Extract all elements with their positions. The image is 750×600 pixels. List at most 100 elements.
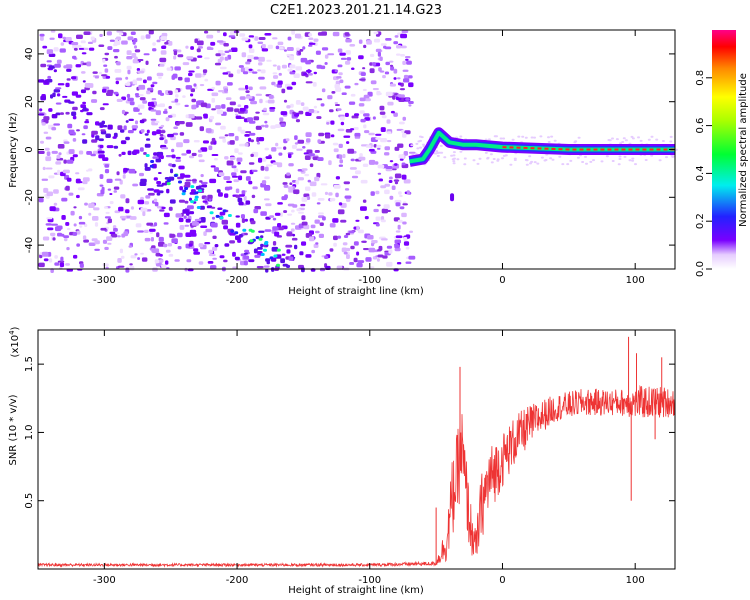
spectrogram-cell: [316, 98, 323, 101]
spectrogram-cell: [104, 246, 109, 250]
spectrogram-cell: [94, 75, 99, 79]
spectrogram-cell: [373, 38, 380, 43]
spectrogram-cell: [179, 186, 183, 191]
spectrogram-cell: [88, 212, 92, 216]
x-tick-label: -200: [226, 275, 249, 286]
spectrogram-cell: [228, 73, 234, 78]
signal-inner: [409, 130, 675, 164]
spectrogram-cell: [77, 187, 85, 191]
spectrogram-cell: [236, 157, 243, 162]
spectrogram-cell: [250, 220, 256, 225]
spectrogram-cell: [171, 148, 175, 153]
spectrogram-cell: [576, 156, 580, 159]
spectrogram-cell: [41, 122, 46, 126]
spectrogram-cell: [171, 238, 178, 244]
spectrogram-cell: [484, 151, 488, 154]
spectrogram-cell: [133, 107, 140, 112]
spectrogram-cells: [38, 30, 678, 273]
spectrogram-cell: [160, 50, 167, 55]
spectrogram-cell: [286, 105, 291, 109]
spectrogram-cell: [357, 260, 365, 263]
spectrogram-cell: [137, 199, 145, 205]
spectrogram-cell: [380, 216, 385, 221]
spectrogram-cell: [152, 267, 158, 272]
spectrogram-cell: [375, 216, 381, 221]
spectrogram-cell: [386, 140, 392, 143]
spectrogram-cell: [237, 197, 243, 203]
spectrogram-cell: [232, 251, 236, 257]
spectrogram-cell: [289, 64, 296, 69]
spectrogram-cell: [265, 156, 272, 159]
spectrogram-cell: [103, 64, 108, 67]
spectrogram-cell: [175, 94, 179, 98]
spectrogram-cell: [231, 175, 238, 178]
spectrogram-cell: [144, 167, 151, 171]
spectrogram-cell: [224, 193, 229, 198]
spectrogram-cell: [153, 152, 158, 156]
spectrogram-cell: [117, 265, 125, 268]
spectrogram-cell: [452, 154, 456, 157]
spectrogram-cell: [68, 129, 75, 135]
spectrogram-cell: [107, 89, 114, 94]
spectrogram-cell: [631, 157, 635, 160]
spectrogram-cell: [373, 144, 377, 148]
spectrogram-cell: [200, 102, 207, 108]
spectrogram-cell: [196, 48, 201, 53]
spectrogram-bright-cell: [242, 228, 247, 232]
spectrogram-cell: [255, 125, 262, 130]
spectrogram-cell: [100, 227, 107, 231]
spectrogram-cell: [132, 183, 139, 187]
spectrogram-cell: [372, 88, 379, 91]
spectrogram-cell: [88, 168, 93, 172]
spectrogram-cell: [71, 76, 77, 80]
spectrogram-cell: [324, 62, 328, 65]
spectrogram-cell: [243, 195, 247, 201]
spectrogram-cell: [117, 125, 123, 130]
spectrogram-cell: [177, 76, 183, 81]
spectrogram-cell: [62, 36, 67, 40]
spectrogram-cell: [178, 199, 185, 203]
spectrogram-cell: [241, 218, 245, 223]
spectrogram-cell: [186, 56, 194, 60]
spectrogram-cell: [214, 62, 221, 66]
spectrogram-cell: [104, 68, 109, 73]
spectrogram-cell: [617, 163, 621, 166]
spectrogram-cell: [240, 170, 247, 174]
spectrogram-cell: [316, 172, 321, 178]
spectrogram-cell: [200, 147, 208, 152]
spectrogram-cell: [244, 134, 250, 137]
spectrogram-cell: [337, 108, 342, 111]
spectrogram-cell: [343, 181, 350, 185]
spectrogram-cell: [202, 69, 208, 73]
spectrogram-cell: [94, 222, 99, 227]
spectrogram-cell: [348, 230, 355, 234]
spectrogram-cell: [360, 179, 368, 184]
spectrogram-cell: [99, 107, 105, 111]
spectrogram-cell: [107, 124, 113, 130]
spectrogram-cell: [547, 136, 550, 139]
spectrogram-cell: [669, 135, 673, 138]
spectrogram-cell: [205, 128, 212, 133]
spectrogram-cell: [38, 79, 45, 83]
spectrogram-cell: [120, 255, 125, 259]
spectrogram-cell: [295, 119, 300, 123]
spectrogram-cell: [214, 244, 219, 248]
spectrogram-cell: [76, 194, 80, 199]
spectrogram-cell: [166, 188, 170, 194]
spectrogram-cell: [618, 155, 622, 158]
spectrogram-cell: [211, 154, 219, 156]
spectrogram-cell: [97, 123, 104, 126]
spectrogram-cell: [156, 72, 164, 77]
spectrogram-cell: [242, 71, 249, 75]
spectrogram-cell: [85, 119, 89, 122]
spectrogram-cell: [265, 268, 269, 273]
spectrogram-cell: [104, 164, 110, 168]
spectrogram-cell: [224, 88, 228, 93]
spectrogram-cell: [550, 135, 554, 138]
spectrogram-cell: [65, 263, 70, 266]
spectrogram-cell: [200, 217, 206, 222]
colorbar: 0.0 0.2 0.4 0.6 0.8 Normalized spectral ampl…: [695, 30, 749, 277]
spectrogram-cell: [394, 244, 400, 249]
spectrogram-cell: [165, 117, 170, 122]
